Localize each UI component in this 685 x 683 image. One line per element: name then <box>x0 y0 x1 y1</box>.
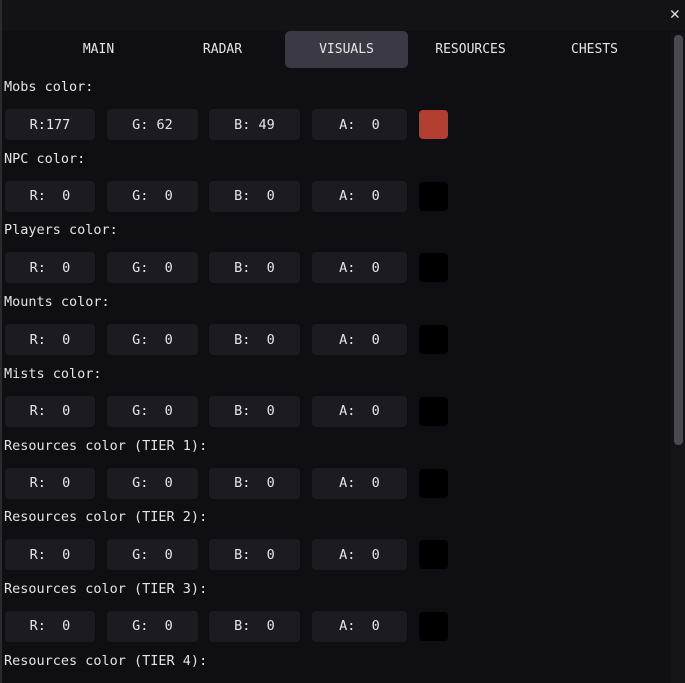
section-label: Resources color (TIER 1): <box>4 437 208 454</box>
section-label: Mobs color: <box>4 79 94 95</box>
r-channel-input[interactable]: R: 0 <box>5 324 95 356</box>
close-icon[interactable]: ✕ <box>669 4 680 24</box>
g-channel-input[interactable]: G: 0 <box>107 252 198 284</box>
tab-bar: MAIN RADAR VISUALS RESOURCES CHESTS <box>2 31 662 68</box>
scrollbar[interactable] <box>671 33 685 683</box>
tab-radar[interactable]: RADAR <box>202 42 243 57</box>
color-swatch[interactable] <box>419 181 448 211</box>
a-channel-input[interactable]: A: 0 <box>312 324 407 356</box>
g-channel-input[interactable]: G: 0 <box>107 467 198 499</box>
section-label: Resources color (TIER 4): <box>4 652 208 669</box>
r-channel-input[interactable]: R: 0 <box>5 395 95 427</box>
a-channel-input[interactable]: A: 0 <box>312 252 407 284</box>
tab-resources[interactable]: RESOURCES <box>435 42 506 57</box>
g-channel-input[interactable]: G: 62 <box>107 109 198 140</box>
a-channel-input[interactable]: A: 0 <box>312 180 407 212</box>
color-swatch[interactable] <box>419 611 448 641</box>
b-channel-input[interactable]: B: 0 <box>209 395 300 427</box>
scrollbar-thumb[interactable] <box>674 35 683 445</box>
g-channel-input[interactable]: G: 0 <box>107 395 198 427</box>
color-swatch[interactable] <box>419 325 448 355</box>
color-swatch[interactable] <box>419 540 448 570</box>
section-label: Resources color (TIER 3): <box>4 580 208 597</box>
a-channel-input[interactable]: A: 0 <box>312 109 407 140</box>
section-label: Mounts color: <box>4 294 110 311</box>
color-swatch[interactable] <box>419 110 448 139</box>
a-channel-input[interactable]: A: 0 <box>312 539 407 571</box>
color-swatch[interactable] <box>419 253 448 283</box>
a-channel-input[interactable]: A: 0 <box>312 467 407 499</box>
title-bar[interactable]: ✕ <box>2 0 685 31</box>
a-channel-input[interactable]: A: 0 <box>312 610 407 642</box>
b-channel-input[interactable]: B: 49 <box>209 109 300 140</box>
b-channel-input[interactable]: B: 0 <box>209 324 300 356</box>
tab-chests[interactable]: CHESTS <box>571 42 618 57</box>
g-channel-input[interactable]: G: 0 <box>107 324 198 356</box>
section-label: Resources color (TIER 2): <box>4 509 208 526</box>
b-channel-input[interactable]: B: 0 <box>209 610 300 642</box>
g-channel-input[interactable]: G: 0 <box>107 180 198 212</box>
color-swatch[interactable] <box>419 396 448 426</box>
b-channel-input[interactable]: B: 0 <box>209 252 300 284</box>
section-label: NPC color: <box>4 150 86 167</box>
r-channel-input[interactable]: R: 0 <box>5 180 95 212</box>
r-channel-input[interactable]: R: 0 <box>5 252 95 284</box>
tab-visuals[interactable]: VISUALS <box>285 31 408 68</box>
color-swatch[interactable] <box>419 468 448 498</box>
b-channel-input[interactable]: B: 0 <box>209 180 300 212</box>
g-channel-input[interactable]: G: 0 <box>107 610 198 642</box>
section-label: Players color: <box>4 222 118 239</box>
b-channel-input[interactable]: B: 0 <box>209 539 300 571</box>
section-label: Mists color: <box>4 365 102 382</box>
r-channel-input[interactable]: R:177 <box>5 109 95 140</box>
r-channel-input[interactable]: R: 0 <box>5 539 95 571</box>
b-channel-input[interactable]: B: 0 <box>209 467 300 499</box>
r-channel-input[interactable]: R: 0 <box>5 467 95 499</box>
r-channel-input[interactable]: R: 0 <box>5 610 95 642</box>
a-channel-input[interactable]: A: 0 <box>312 395 407 427</box>
g-channel-input[interactable]: G: 0 <box>107 539 198 571</box>
tab-main[interactable]: MAIN <box>82 42 115 57</box>
